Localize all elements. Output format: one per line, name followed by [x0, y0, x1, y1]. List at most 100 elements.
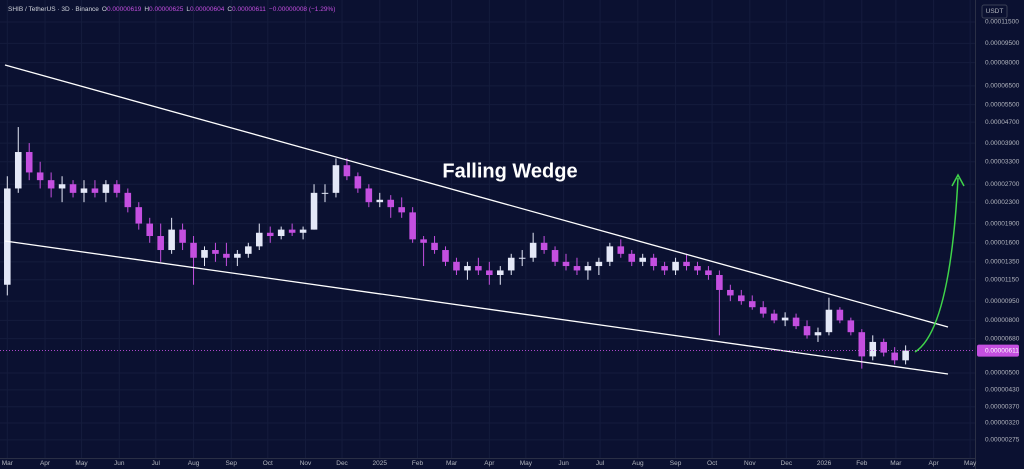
candles [4, 127, 909, 369]
candle-body [858, 332, 866, 357]
x-tick-label: Jul [596, 460, 605, 467]
candle-body [431, 242, 438, 251]
candle-body [847, 320, 855, 333]
ohlc-value: 0.00000619 [107, 6, 142, 13]
currency[interactable]: USDT [986, 8, 1004, 15]
candle-body [299, 229, 307, 233]
wedge-upper-line [4, 64, 949, 328]
candle-body [803, 326, 811, 336]
candle-body [398, 207, 405, 213]
last-price-label: 0.00000611 [985, 347, 1019, 354]
candle-body [628, 253, 636, 262]
ohlc-label: O [102, 6, 107, 13]
x-tick-label: Apr [40, 460, 51, 467]
currency-box[interactable] [981, 4, 1008, 19]
y-tick-label: 0.00000680 [985, 335, 1020, 342]
y-tick-label: 0.00000500 [985, 370, 1020, 377]
candle-body [365, 188, 373, 203]
candle-body [157, 236, 164, 251]
candle-body [606, 246, 614, 262]
y-tick-label: 0.00001150 [985, 276, 1019, 283]
y-tick-label: 0.00000370 [985, 403, 1020, 410]
x-tick-label: May [75, 460, 88, 467]
wedge-lower-line [4, 240, 949, 375]
annotation: Falling Wedge [442, 160, 577, 182]
candle-body [387, 199, 395, 208]
candle-body [69, 184, 77, 193]
candle-body [573, 266, 581, 271]
candle-body [748, 301, 756, 308]
candle-body [617, 246, 625, 254]
candle-body [496, 270, 504, 276]
candle-body [277, 229, 285, 237]
candle-body [80, 188, 88, 193]
candle-body [551, 250, 559, 262]
candle-body [321, 192, 329, 194]
x-tick-label: Feb [412, 460, 424, 467]
candle-body [650, 257, 657, 267]
ohlc-label: L [186, 6, 190, 13]
candle-body [453, 261, 460, 271]
y-tick-label: 0.00003300 [985, 158, 1020, 165]
y-tick-label: 0.00001350 [985, 259, 1020, 266]
x-tick-label: 2026 [817, 460, 832, 467]
candle-body [880, 341, 887, 353]
candle-body [409, 212, 416, 240]
x-tick-label: Aug [188, 460, 200, 467]
candle-body [212, 250, 219, 254]
candle-body [902, 350, 909, 361]
y-tick-label: 0.00003900 [985, 140, 1020, 147]
candle-body [836, 309, 844, 321]
x-tick-label: Mar [2, 460, 14, 467]
candle-body [376, 199, 384, 203]
breakout-arrow [914, 177, 959, 353]
candle-body [343, 165, 351, 177]
candle-body [190, 242, 197, 258]
candle-body [825, 309, 833, 333]
x-tick-label: Apr [929, 460, 940, 467]
candle-body [781, 317, 789, 321]
y-tick-label: 0.00000430 [985, 387, 1020, 394]
y-tick-label: 0.00001600 [985, 240, 1020, 247]
candle-body [14, 152, 22, 189]
candle-body [146, 223, 154, 237]
candle-body [255, 232, 263, 247]
candle-body [442, 250, 449, 262]
candle-body [179, 229, 186, 243]
candle-body [135, 207, 143, 224]
candle-body [727, 289, 734, 296]
y-tick-label: 0.00004700 [985, 119, 1020, 126]
x-tick-label: Jun [114, 460, 125, 467]
candle-body [639, 257, 646, 262]
candle-body [891, 352, 898, 361]
candle-body [562, 261, 570, 267]
ohlc-label: C [227, 6, 232, 13]
candle-body [716, 275, 723, 290]
y-tick-label: 0.00002700 [985, 181, 1020, 188]
candle-body [310, 192, 318, 230]
y-axis: 0.00011500 0.00009500 0.00008000 0.00006500… [0, 19, 1020, 444]
x-tick-label: Nov [300, 460, 312, 467]
candle-body [288, 229, 296, 233]
x-tick-label: Mar [890, 460, 902, 467]
candle-body [672, 261, 679, 271]
y-tick-label: 0.00006500 [985, 83, 1020, 90]
candle-body [102, 184, 110, 193]
candle-body [4, 188, 11, 285]
x-tick-label: Oct [707, 460, 717, 467]
candle-body [814, 332, 822, 336]
x-tick-label: Feb [856, 460, 868, 467]
y-tick-label: 0.00005500 [985, 101, 1020, 108]
candle-body [201, 250, 208, 258]
ohlc-label: H [144, 6, 149, 13]
x-tick-label: May [520, 460, 533, 467]
candle-body [683, 261, 690, 267]
candle-body [869, 341, 877, 357]
x-tick-label: Nov [744, 460, 756, 467]
y-tick-label: 0.00000320 [985, 420, 1020, 427]
candle-body [464, 266, 471, 271]
candle-body [91, 188, 99, 193]
candle-body [705, 270, 712, 276]
